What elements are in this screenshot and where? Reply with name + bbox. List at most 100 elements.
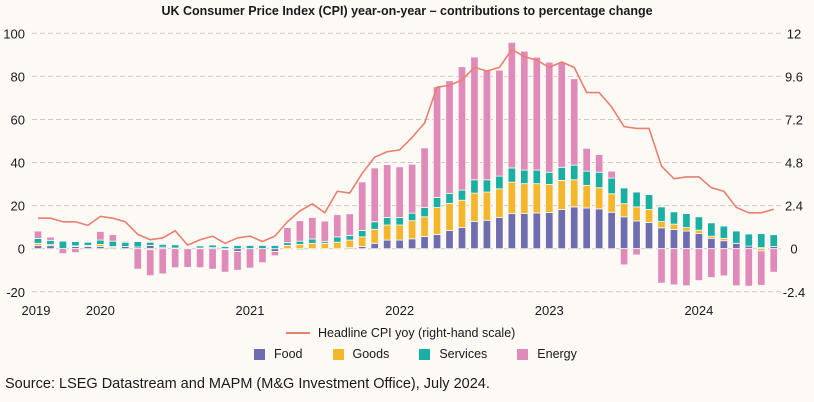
bar-energy xyxy=(632,248,641,256)
right-tick-label: 4.8 xyxy=(785,156,803,171)
bar-goods xyxy=(545,184,554,213)
bar-food xyxy=(270,248,280,252)
bar-energy xyxy=(657,248,666,284)
left-tick-label: 20 xyxy=(11,199,25,214)
bar-energy xyxy=(71,248,80,253)
bar-services xyxy=(445,192,454,204)
bar-goods xyxy=(582,184,591,209)
bar-energy xyxy=(707,248,716,278)
legend-item-energy: Energy xyxy=(517,347,577,361)
bar-services xyxy=(557,166,566,181)
bar-services xyxy=(545,171,554,185)
right-tick-label: 0 xyxy=(790,242,797,257)
x-tick-label: 2021 xyxy=(236,303,265,318)
bar-food xyxy=(520,213,529,250)
bar-energy xyxy=(732,248,741,287)
bar-energy xyxy=(195,248,205,269)
bar-goods xyxy=(395,224,404,241)
bar-services xyxy=(96,239,105,245)
bar-food xyxy=(557,209,566,250)
bar-food xyxy=(470,221,479,250)
bar-services xyxy=(694,216,704,231)
legend-swatch-services xyxy=(419,348,431,360)
bar-goods xyxy=(445,203,454,231)
bar-food xyxy=(682,230,691,250)
chart-title: UK Consumer Price Index (CPI) year-on-ye… xyxy=(161,4,653,18)
bar-goods xyxy=(283,245,292,250)
bar-services xyxy=(632,191,641,208)
bar-energy xyxy=(345,213,354,236)
bar-food xyxy=(33,245,43,250)
bar-services xyxy=(283,242,292,246)
bar-food xyxy=(545,212,554,250)
bar-energy xyxy=(33,230,43,239)
bar-services xyxy=(208,244,217,249)
bar-energy xyxy=(183,248,192,268)
left-tick-label: 0 xyxy=(18,242,25,257)
bar-goods xyxy=(383,224,392,241)
right-tick-label: 2.4 xyxy=(785,199,803,214)
bar-energy xyxy=(146,249,155,277)
bar-services xyxy=(33,237,43,244)
bar-services xyxy=(308,238,317,244)
bar-food xyxy=(694,233,704,250)
x-tick-label: 2024 xyxy=(684,303,713,318)
bar-services xyxy=(358,229,367,238)
bar-energy xyxy=(507,41,517,169)
bar-food xyxy=(383,239,392,250)
bar-food xyxy=(146,245,155,250)
bar-services xyxy=(71,241,80,247)
bar-energy xyxy=(220,249,230,273)
bar-goods xyxy=(520,183,529,214)
source-note: Source: LSEG Datastream and MAPM (M&G In… xyxy=(5,376,490,392)
bar-food xyxy=(445,229,454,250)
bar-energy xyxy=(607,170,616,179)
bar-services xyxy=(769,234,778,247)
bar-goods xyxy=(532,183,541,214)
bar-energy xyxy=(545,61,554,173)
bar-services xyxy=(158,243,167,248)
bar-goods xyxy=(370,228,379,244)
bar-services xyxy=(58,240,68,250)
bar-energy xyxy=(358,181,367,231)
bar-energy xyxy=(482,69,492,181)
bar-goods xyxy=(407,220,417,240)
bar-goods xyxy=(457,199,467,228)
bar-services xyxy=(383,217,392,226)
bar-goods xyxy=(308,242,317,250)
legend-swatch-goods xyxy=(332,348,344,360)
bar-services xyxy=(644,194,654,210)
legend-label-services: Services xyxy=(439,347,488,361)
legend-swatch-food xyxy=(254,348,265,360)
bar-food xyxy=(632,220,641,250)
left-tick-label: 40 xyxy=(11,156,25,171)
headline-cpi-line xyxy=(38,48,774,246)
legend-item-goods: Goods xyxy=(332,347,389,361)
bar-services xyxy=(270,245,280,250)
bar-food xyxy=(407,238,417,250)
bar-services xyxy=(507,167,517,183)
bar-energy xyxy=(295,220,305,242)
bar-goods xyxy=(570,179,579,208)
bar-energy xyxy=(570,78,579,166)
bar-food xyxy=(669,229,679,250)
bar-energy xyxy=(520,50,529,171)
bar-food xyxy=(582,207,591,250)
bar-services xyxy=(532,169,541,185)
bar-goods xyxy=(432,207,442,235)
bar-energy xyxy=(320,220,329,242)
bar-energy xyxy=(208,248,217,270)
legend-label-energy: Energy xyxy=(537,347,577,361)
bar-goods xyxy=(607,193,616,213)
bar-services xyxy=(46,239,55,246)
bar-energy xyxy=(582,147,591,172)
bar-services xyxy=(245,245,255,250)
left-tick-label: 100 xyxy=(3,26,25,41)
bar-goods xyxy=(495,188,504,218)
bar-energy xyxy=(532,56,541,171)
bar-services xyxy=(582,170,591,186)
bar-energy xyxy=(557,61,566,168)
bar-services xyxy=(333,236,342,243)
bar-food xyxy=(370,242,379,250)
